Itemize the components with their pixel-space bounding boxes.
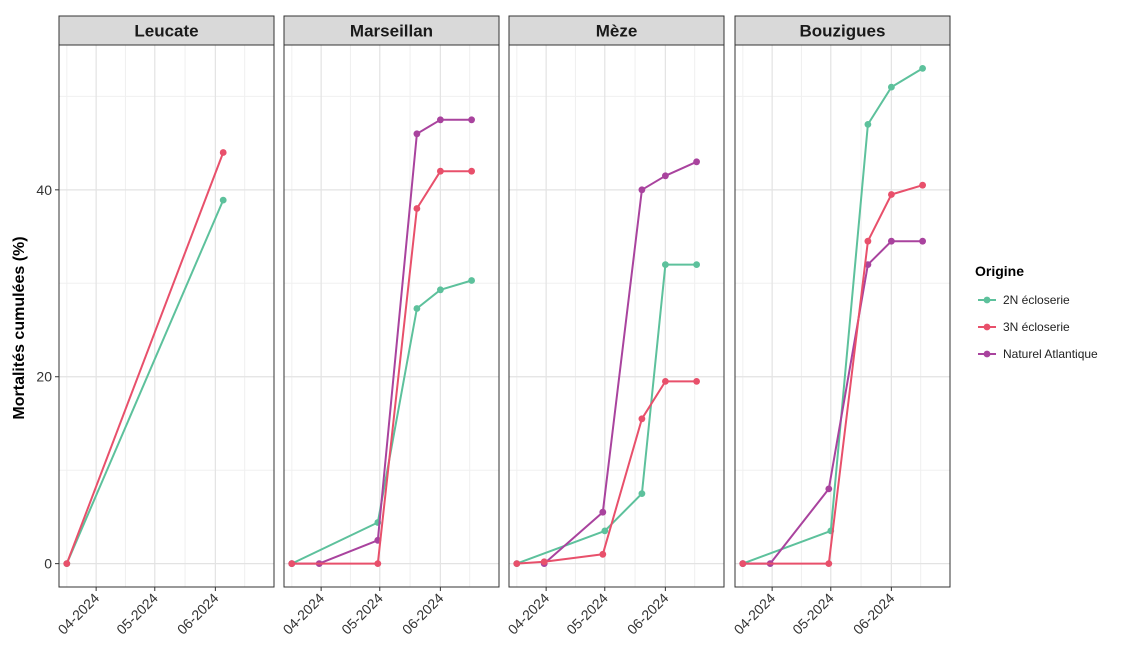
panel-leucate: Leucate 04-2024 05-2024 06-2024 xyxy=(55,15,275,638)
panel-marseillan: Marseillan 04-2024 05-2024 06-2024 xyxy=(280,15,500,638)
x-tick-label: 06-2024 xyxy=(399,590,447,638)
panel-border xyxy=(283,44,500,588)
series-3n-closerie xyxy=(739,181,926,567)
series-line xyxy=(516,380,697,565)
x-tick-label: 04-2024 xyxy=(55,590,103,638)
x-tick-label: 05-2024 xyxy=(338,590,386,638)
data-point xyxy=(693,261,700,268)
data-point xyxy=(825,485,833,493)
legend-label: Naturel Atlantique xyxy=(1003,347,1098,361)
legend-label: 2N écloserie xyxy=(1003,293,1070,307)
panel-border xyxy=(734,44,951,588)
legend-item: Naturel Atlantique xyxy=(978,347,1098,361)
panel-background xyxy=(509,45,724,587)
x-tick-label: 06-2024 xyxy=(174,590,222,638)
legend-item: 2N écloserie xyxy=(978,293,1070,307)
legend-item: 3N écloserie xyxy=(978,320,1070,334)
data-point xyxy=(468,167,475,175)
data-point xyxy=(599,550,607,558)
data-point xyxy=(468,277,475,284)
panel-bouzigues: Bouzigues 04-2024 05-2024 06-2024 xyxy=(731,15,951,638)
x-tick-label: 06-2024 xyxy=(624,590,672,638)
legend-key-point xyxy=(983,350,991,358)
data-point xyxy=(825,560,833,567)
data-point xyxy=(739,560,747,567)
x-tick-label: 04-2024 xyxy=(280,590,328,638)
legend-key-point xyxy=(983,296,991,304)
strip-background xyxy=(283,15,500,46)
strip-background xyxy=(734,15,951,46)
data-point xyxy=(693,158,700,166)
strip-label: Bouzigues xyxy=(800,22,886,41)
series-3n-closerie xyxy=(288,167,475,567)
data-point xyxy=(662,172,669,180)
data-point xyxy=(437,167,444,175)
x-tick-label: 05-2024 xyxy=(563,590,611,638)
panel-border xyxy=(508,44,725,588)
data-point xyxy=(919,65,926,72)
grid xyxy=(735,45,950,587)
y-axis-label: Mortalités cumulées (%) xyxy=(11,236,28,419)
x-tick-label: 05-2024 xyxy=(113,590,161,638)
data-point xyxy=(540,558,548,566)
data-point xyxy=(374,560,382,567)
data-point xyxy=(437,286,444,294)
data-point xyxy=(864,121,872,128)
series-2n-closerie xyxy=(513,261,700,567)
data-point xyxy=(413,305,421,312)
y-axis: 0 20 40 xyxy=(36,182,59,572)
data-point xyxy=(919,237,926,245)
strip-background xyxy=(58,15,275,46)
strip-background xyxy=(508,15,725,46)
x-tick-label: 04-2024 xyxy=(731,590,779,638)
x-tick-label: 05-2024 xyxy=(789,590,837,638)
legend-label: 3N écloserie xyxy=(1003,320,1070,334)
grid xyxy=(509,45,724,587)
legend: Origine 2N écloserie 3N écloserie Naturel … xyxy=(975,263,1098,361)
data-point xyxy=(638,186,646,194)
data-point xyxy=(219,196,227,204)
y-tick-label: 20 xyxy=(36,369,52,385)
data-point xyxy=(638,415,646,423)
x-tick-label: 04-2024 xyxy=(505,590,553,638)
data-point xyxy=(888,83,895,91)
data-point xyxy=(437,116,444,124)
y-tick-label: 40 xyxy=(36,182,52,198)
data-point xyxy=(638,490,646,497)
panel-mèze: Mèze 04-2024 05-2024 06-2024 xyxy=(505,15,725,638)
data-point xyxy=(413,130,421,138)
strip-label: Mèze xyxy=(596,22,638,41)
data-point xyxy=(662,378,669,385)
data-point xyxy=(468,116,475,124)
series-3n-closerie xyxy=(63,149,227,567)
data-point xyxy=(599,508,607,516)
data-point xyxy=(888,191,895,198)
x-tick-label: 06-2024 xyxy=(850,590,898,638)
series-3n-closerie xyxy=(513,378,700,567)
data-point xyxy=(693,378,700,385)
panel-background xyxy=(284,45,499,587)
panel-border xyxy=(58,44,275,588)
y-tick-label: 0 xyxy=(44,556,52,572)
data-point xyxy=(919,181,926,189)
data-point xyxy=(219,149,227,156)
legend-key-point xyxy=(983,323,991,331)
strip-label: Marseillan xyxy=(350,22,433,41)
strip-label: Leucate xyxy=(134,22,198,41)
data-point xyxy=(864,237,872,245)
data-point xyxy=(601,527,609,535)
data-point xyxy=(63,560,71,567)
data-point xyxy=(888,237,895,245)
data-point xyxy=(288,560,296,567)
data-point xyxy=(413,205,421,212)
panel-background xyxy=(735,45,950,587)
series-line xyxy=(65,199,225,564)
data-point xyxy=(513,560,521,567)
data-point xyxy=(662,261,669,268)
series-line xyxy=(65,152,225,564)
legend-title: Origine xyxy=(975,263,1024,279)
